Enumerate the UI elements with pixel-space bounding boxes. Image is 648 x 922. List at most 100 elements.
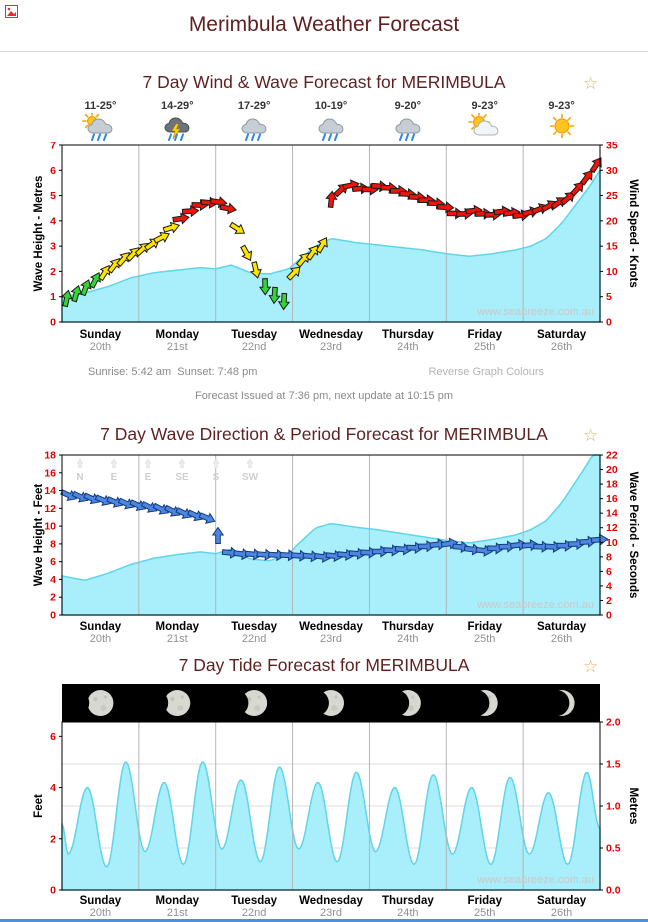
day-date: 25th xyxy=(474,907,495,919)
wind-barb xyxy=(325,190,338,209)
day-name: Friday xyxy=(467,329,502,341)
showers-icon xyxy=(395,118,421,141)
favourite-star-icon[interactable]: ☆ xyxy=(583,74,599,93)
wave-period-title: 7 Day Wave Direction & Period Forecast f… xyxy=(100,424,548,444)
sunny-icon xyxy=(549,113,574,139)
temperature-range: 9-23° xyxy=(471,100,498,112)
left-axis-tick: 14 xyxy=(44,485,56,497)
moon-phase xyxy=(383,690,421,716)
left-axis-tick: 8 xyxy=(50,538,56,550)
right-axis-label: Wave Period - Seconds xyxy=(627,472,639,599)
left-axis-label: Wave Height - Feet xyxy=(33,484,45,587)
day-date: 21st xyxy=(167,341,188,353)
wind-barb xyxy=(240,244,253,262)
favourite-star-icon[interactable]: ☆ xyxy=(583,657,599,676)
wind-barb xyxy=(153,231,170,244)
storm-icon xyxy=(164,117,190,141)
left-axis-tick: 6 xyxy=(50,731,56,743)
left-axis-tick: 2 xyxy=(50,592,56,604)
wind-barb xyxy=(70,284,83,303)
day-date: 23rd xyxy=(320,341,342,353)
left-axis-tick: 4 xyxy=(50,782,56,794)
wind-barb xyxy=(286,266,301,281)
compass-label: SW xyxy=(242,472,259,483)
left-axis-tick: 1 xyxy=(50,291,56,303)
day-date: 26th xyxy=(551,341,572,353)
right-axis-tick: 0.0 xyxy=(606,885,621,897)
left-axis-tick: 12 xyxy=(44,503,56,515)
weather-icons-row xyxy=(0,113,648,143)
day-name: Wednesday xyxy=(299,329,363,341)
wind-barb xyxy=(277,292,291,311)
tide-chart: 0 2 4 6 0.0 0.5 1.0 1.5 2.0 Feet Metres www.seabree… xyxy=(33,684,639,919)
day-date: 22nd xyxy=(242,907,266,919)
day-name: Sunday xyxy=(80,329,122,341)
day-name: Sunday xyxy=(80,621,122,633)
wind-barb xyxy=(570,181,584,197)
right-axis-tick: 5 xyxy=(606,291,612,303)
wave-direction-arrow xyxy=(175,507,193,519)
wind-barb xyxy=(315,237,328,254)
day-name: Friday xyxy=(467,621,502,633)
right-axis-tick: 8 xyxy=(606,551,612,563)
reverse-graph-colours-link[interactable]: Reverse Graph Colours xyxy=(428,366,544,378)
right-axis-tick: 1.5 xyxy=(606,759,621,771)
forecast-issued-text: Forecast Issued at 7:36 pm, next update … xyxy=(194,390,454,402)
day-name: Sunday xyxy=(80,895,122,907)
wave-height-area xyxy=(61,167,601,323)
wave-direction-arrow xyxy=(106,496,124,508)
temperature-range: 11-25° xyxy=(84,100,117,112)
left-axis-tick: 4 xyxy=(50,215,56,227)
day-date: 25th xyxy=(474,633,495,645)
day-name: Tuesday xyxy=(231,895,277,907)
day-name: Thursday xyxy=(382,895,434,907)
left-axis-tick: 10 xyxy=(44,521,56,533)
right-axis-tick: 16 xyxy=(606,493,618,505)
right-axis-label: Metres xyxy=(627,787,639,824)
compass-arrow-icon xyxy=(110,458,118,469)
temperature-range: 9-20° xyxy=(394,100,422,112)
left-axis-tick: 0 xyxy=(50,610,56,622)
right-axis-tick: 2 xyxy=(606,595,612,607)
left-axis-tick: 4 xyxy=(50,574,56,586)
compass-label: SE xyxy=(175,472,189,483)
temperature-range: 17-29° xyxy=(237,100,271,112)
day-name: Saturday xyxy=(537,895,587,907)
temperature-range: 10-19° xyxy=(314,100,348,112)
day-name: Wednesday xyxy=(299,621,363,633)
day-name: Monday xyxy=(156,621,200,633)
showers-icon xyxy=(318,118,344,141)
right-axis-tick: 0 xyxy=(606,610,612,622)
wave-period-chart: N E E SE S SW 0 2 4 6 8 10 12 14 16 18 0 2 4 6 8 10 12 14 16 18 20… xyxy=(33,450,639,645)
wind-barb xyxy=(589,157,602,174)
wind-barb xyxy=(228,221,246,234)
tide-area xyxy=(61,761,601,891)
right-axis-tick: 12 xyxy=(606,522,618,534)
left-axis-tick: 0 xyxy=(50,885,56,897)
wave-direction-arrow xyxy=(152,502,170,515)
wind-barb xyxy=(181,204,200,218)
moon-phase xyxy=(142,690,191,716)
day-date: 22nd xyxy=(242,341,266,353)
right-axis-tick: 0.5 xyxy=(606,843,621,855)
wave-direction-arrow xyxy=(140,500,158,513)
left-axis-tick: 6 xyxy=(50,165,56,177)
favourite-star-icon[interactable]: ☆ xyxy=(583,426,599,445)
day-date: 25th xyxy=(474,341,495,353)
wave-direction-arrow xyxy=(94,494,112,507)
day-name: Tuesday xyxy=(231,329,277,341)
wind-barb xyxy=(162,221,181,234)
wind-wave-title: 7 Day Wind & Wave Forecast for MERIMBULA xyxy=(142,72,506,92)
day-name: Wednesday xyxy=(299,895,363,907)
right-axis-tick: 4 xyxy=(606,580,612,592)
right-axis-tick: 10 xyxy=(606,266,618,278)
page-title: Merimbula Weather Forecast xyxy=(188,13,460,36)
compass-arrow-icon xyxy=(144,458,152,469)
plot-border xyxy=(61,454,601,616)
wave-direction-arrow xyxy=(83,492,101,505)
left-axis-tick: 0 xyxy=(50,317,56,329)
footer-top-border xyxy=(0,919,648,922)
compass-label: E xyxy=(111,472,118,483)
day-name: Tuesday xyxy=(231,621,277,633)
